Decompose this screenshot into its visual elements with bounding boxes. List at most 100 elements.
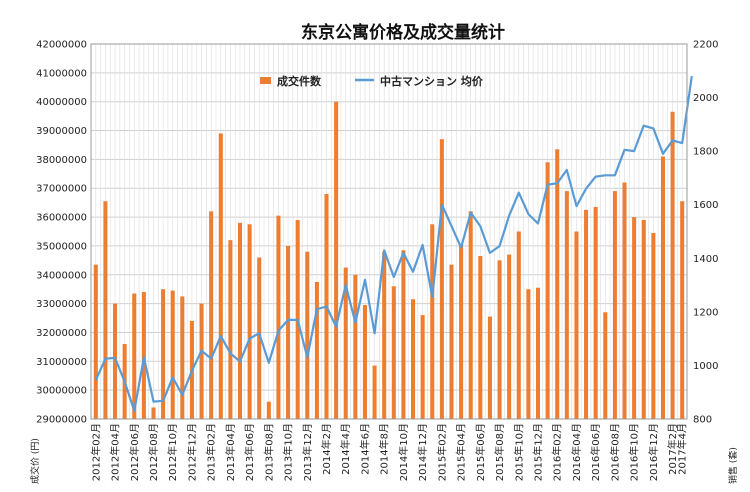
bar [266, 401, 271, 419]
x-tick-label: 2015年02月 [435, 423, 448, 481]
bar [545, 162, 550, 419]
right-tick-label: 1800 [693, 147, 718, 158]
bar [362, 305, 367, 419]
bar [468, 211, 473, 419]
bar [314, 281, 319, 419]
bar [584, 209, 589, 419]
left-tick-label: 39000000 [36, 126, 87, 137]
bar [372, 365, 377, 419]
left-axis-label: 成交价 (円) [29, 438, 41, 484]
x-tick-label: 2017年2月 [666, 423, 679, 475]
left-tick-label: 31000000 [36, 357, 87, 368]
x-tick-label: 2012年04月 [109, 423, 122, 481]
x-tick-label: 2012年02月 [89, 423, 102, 481]
x-tick-label: 2013年10月 [282, 423, 295, 481]
bar [593, 206, 598, 419]
bar-series [93, 101, 685, 420]
line-series [94, 75, 693, 413]
left-tick-label: 37000000 [36, 184, 87, 195]
right-tick-label: 800 [693, 415, 712, 426]
bar [439, 139, 444, 419]
bar [632, 217, 637, 419]
left-tick-label: 38000000 [36, 155, 87, 166]
bar [218, 133, 223, 419]
bar [449, 264, 454, 419]
bar [430, 224, 435, 419]
bar [411, 299, 416, 419]
bar [670, 111, 675, 420]
chart-title: 东京公寓价格及成交量统计 [301, 22, 505, 43]
x-tick-label: 2012年12月 [185, 423, 198, 481]
bar [622, 182, 627, 419]
x-tick-label: 2016年12月 [647, 423, 660, 481]
bar [612, 191, 617, 419]
bar [680, 201, 685, 419]
x-tick-label: 2013年02月 [205, 423, 218, 481]
right-tick-label: 2200 [693, 40, 718, 51]
x-tick-label: 2012年10月 [166, 423, 179, 481]
left-tick-label: 35000000 [36, 241, 87, 252]
bar [401, 250, 406, 419]
bar [535, 287, 541, 419]
right-tick-label: 2000 [693, 93, 718, 104]
bar [516, 231, 521, 419]
bar [161, 289, 166, 419]
bar [564, 191, 569, 419]
bar [103, 201, 108, 419]
bar [257, 257, 262, 419]
x-tick-label: 2014年12月 [416, 423, 429, 481]
bar [574, 231, 579, 419]
right-tick-label: 1000 [693, 361, 718, 372]
bar [487, 316, 492, 419]
left-tick-label: 34000000 [36, 270, 87, 281]
bar [497, 260, 502, 419]
bar [382, 251, 387, 419]
bar [391, 286, 396, 419]
x-tick-label: 2015年08月 [493, 423, 506, 481]
right-tick-label: 1200 [693, 307, 718, 318]
left-tick-label: 42000000 [36, 40, 87, 51]
x-tick-label: 2013年04月 [224, 423, 237, 481]
legend-bar-swatch [260, 77, 271, 84]
x-tick-label: 2013年12月 [301, 423, 314, 481]
x-tick-label: 2015年12月 [532, 423, 545, 481]
bar [228, 240, 233, 419]
bar [151, 407, 156, 419]
bar [132, 293, 137, 419]
right-axis-ticks: 800 1000 1200 1400 1600 1800 2000 2200 [693, 40, 718, 426]
left-tick-label: 36000000 [36, 213, 87, 224]
bar [334, 101, 339, 419]
left-tick-label: 32000000 [36, 328, 87, 339]
x-tick-label: 2016年06月 [589, 423, 602, 481]
left-axis-ticks: 29000000 30000000 31000000 32000000 33000000… [36, 40, 87, 426]
bar [286, 245, 291, 419]
price-line [94, 75, 693, 413]
bar [353, 274, 358, 419]
right-tick-label: 1600 [693, 200, 718, 211]
bar [651, 232, 656, 419]
bar [478, 256, 483, 419]
bar [343, 267, 348, 419]
bar [459, 244, 464, 419]
bar [660, 156, 665, 419]
legend-bar-label: 成交件数 [277, 74, 322, 88]
bar [170, 290, 175, 419]
x-tick-label: 2016年08月 [608, 423, 621, 481]
x-tick-label: 2014年2月 [320, 423, 333, 475]
x-tick-label: 2016年10月 [628, 423, 641, 481]
x-tick-label: 2014年6月 [359, 423, 372, 475]
legend: 成交件数 中古マンション 均价 [260, 74, 484, 88]
x-axis-ticks: 2012年02月 2012年04月 2012年06月 2012年08月 2012年10月… [89, 423, 688, 481]
x-tick-label: 2012年08月 [147, 423, 160, 481]
x-tick-label: 2015年10月 [512, 423, 525, 481]
x-tick-label: 2014年4月 [339, 423, 352, 475]
bar [641, 219, 646, 419]
left-tick-label: 40000000 [36, 97, 87, 108]
bar [93, 264, 98, 419]
bar [555, 149, 560, 420]
x-tick-label: 2016年04月 [570, 423, 583, 481]
x-tick-label: 2016年02月 [551, 423, 564, 481]
x-tick-label: 2017年4月 [676, 423, 689, 475]
x-tick-label: 2013年08月 [262, 423, 275, 481]
